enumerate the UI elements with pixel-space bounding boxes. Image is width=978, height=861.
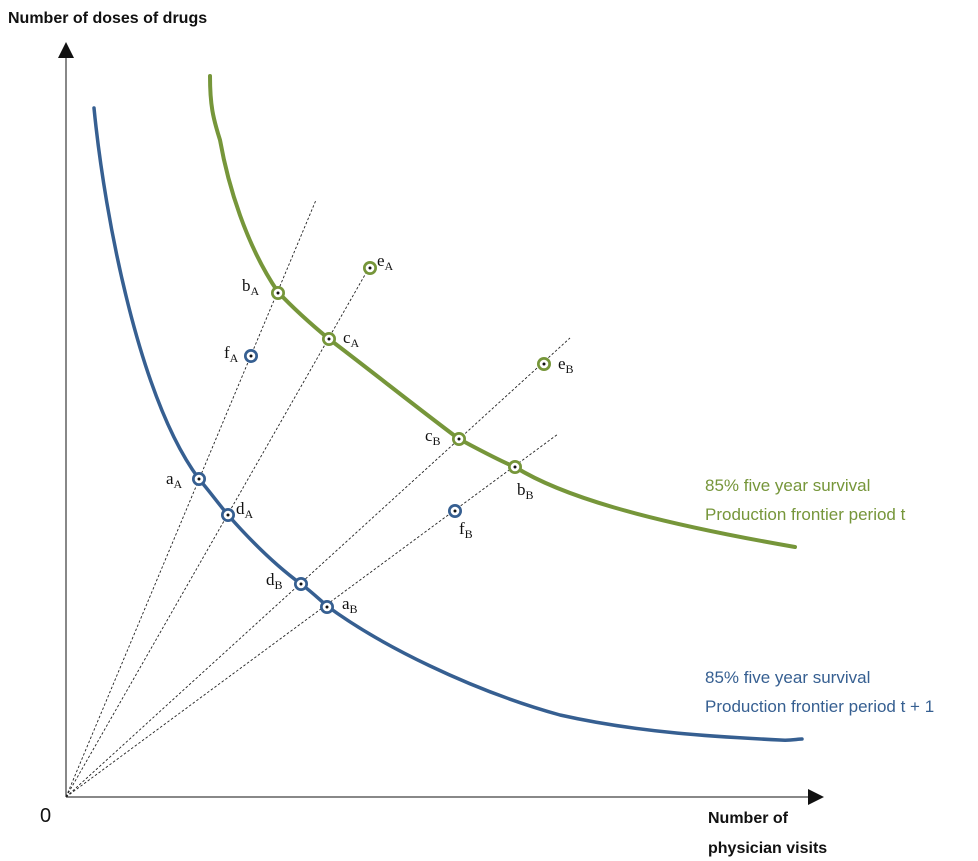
point-label: eB (558, 354, 574, 376)
point-label: dA (236, 499, 254, 521)
frontier-t1-label-line2: Production frontier period t + 1 (705, 697, 934, 716)
point-label-letter: e (558, 354, 566, 373)
point-label-subscript: A (230, 351, 239, 365)
point-marker-center (276, 291, 280, 295)
rays (65, 199, 571, 798)
point-label: aB (342, 594, 358, 616)
point-label-subscript: B (275, 578, 283, 592)
point-marker-center (513, 465, 517, 469)
point-label-subscript: B (465, 527, 473, 541)
point-label-letter: e (377, 251, 385, 270)
point-label-subscript: A (351, 336, 360, 350)
point-label-letter: f (459, 519, 465, 538)
point-label-letter: c (425, 426, 433, 445)
point-marker-center (299, 582, 303, 586)
ray-e-a (65, 265, 371, 798)
point-label-letter: d (236, 499, 245, 518)
point-label-subscript: A (174, 477, 183, 491)
point-c-b: cB (425, 426, 466, 448)
point-label-subscript: B (433, 434, 441, 448)
point-b-b: bB (508, 460, 534, 502)
point-f-a: fA (224, 343, 258, 365)
point-marker-center (325, 605, 329, 609)
y-axis-label: Number of doses of drugs (8, 10, 207, 27)
point-label-subscript: A (251, 284, 260, 298)
point-marker-center (368, 266, 372, 270)
point-marker-center (249, 354, 253, 358)
point-e-b: eB (537, 354, 574, 376)
frontier-t-label-line2: Production frontier period t (705, 505, 906, 524)
point-marker-center (542, 362, 546, 366)
point-label-letter: b (242, 276, 251, 295)
x-axis-label-line2: physician visits (708, 840, 827, 857)
point-label: aA (166, 469, 183, 491)
point-label: fA (224, 343, 239, 365)
point-label-subscript: A (245, 507, 254, 521)
point-label-subscript: B (566, 362, 574, 376)
point-f-b: fB (448, 504, 473, 541)
x-axis-arrowhead (808, 789, 824, 805)
point-label-letter: a (166, 469, 174, 488)
point-b-a: bA (242, 276, 285, 300)
point-label-letter: a (342, 594, 350, 613)
point-d-b: dB (266, 570, 308, 592)
frontier-t1-label-line1: 85% five year survival (705, 668, 870, 687)
frontier-period-t (208, 74, 797, 549)
point-marker-center (226, 513, 230, 517)
x-axis-label-line1: Number of (708, 810, 789, 827)
point-label-letter: f (224, 343, 230, 362)
point-label-subscript: A (385, 259, 394, 273)
point-marker-center (327, 337, 331, 341)
point-label: cB (425, 426, 441, 448)
point-a-b: aB (320, 594, 358, 616)
ray-e-b (65, 337, 571, 798)
point-label: fB (459, 519, 473, 541)
point-label: eA (377, 251, 394, 273)
frontier-t-label-line1: 85% five year survival (705, 476, 870, 495)
point-e-a: eA (363, 251, 394, 275)
point-marker-center (453, 509, 457, 513)
point-a-a: aA (166, 469, 206, 491)
point-label-subscript: B (526, 488, 534, 502)
point-c-a: cA (322, 328, 360, 350)
point-marker-center (197, 477, 201, 481)
point-label-letter: c (343, 328, 351, 347)
point-label: dB (266, 570, 283, 592)
point-label: bB (517, 480, 534, 502)
point-label: cA (343, 328, 360, 350)
point-label: bA (242, 276, 260, 298)
point-d-a: dA (221, 499, 254, 522)
point-label-letter: b (517, 480, 526, 499)
point-marker-center (457, 437, 461, 441)
point-label-subscript: B (350, 602, 358, 616)
point-label-letter: d (266, 570, 275, 589)
y-axis-arrowhead (58, 42, 74, 58)
origin-label: 0 (40, 805, 51, 827)
ray-a-b (65, 433, 559, 798)
frontier-period-t1 (92, 106, 804, 743)
